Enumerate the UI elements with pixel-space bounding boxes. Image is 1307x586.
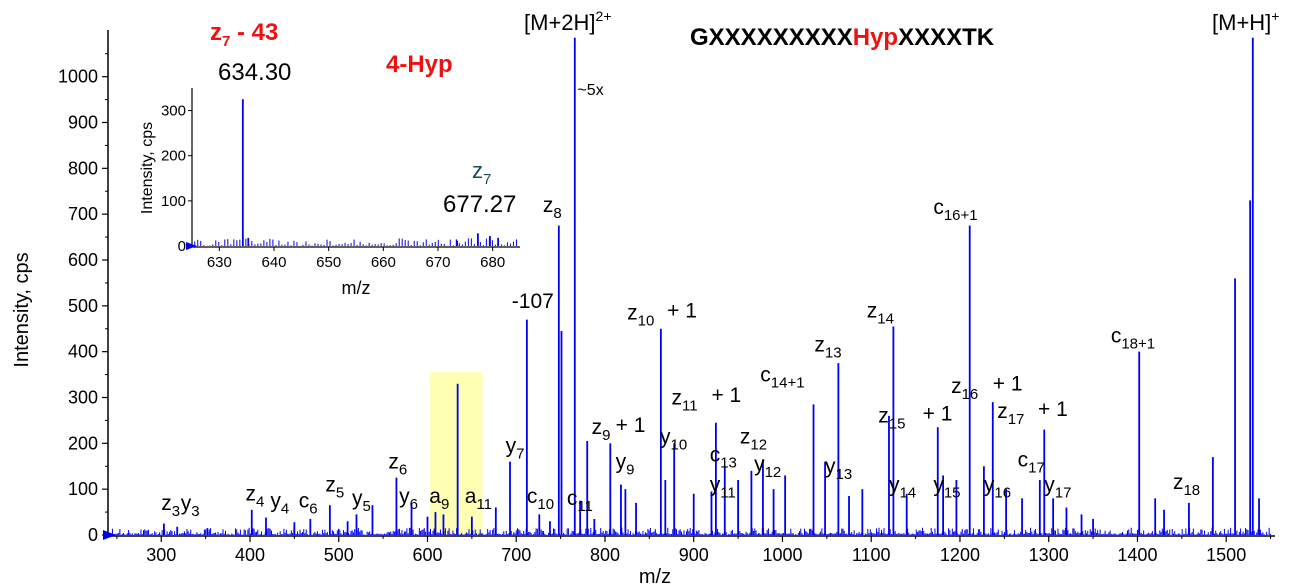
m2h-label: [M+2H]2+ bbox=[524, 8, 612, 35]
ion-annotation: y10 bbox=[660, 425, 687, 453]
ion-annotation: + 1 bbox=[1038, 398, 1068, 421]
ion-annotation: y15 bbox=[933, 473, 960, 501]
inset-x-tick-label: 630 bbox=[207, 254, 232, 271]
x-tick-label: 400 bbox=[235, 545, 265, 565]
inset-x-tick-label: 680 bbox=[480, 254, 505, 271]
y-tick-label: 0 bbox=[88, 525, 98, 545]
ion-annotation: c11 bbox=[567, 487, 593, 515]
ion-annotation: + 1 bbox=[667, 299, 697, 322]
x-tick-label: 1400 bbox=[1117, 545, 1157, 565]
ion-annotation: z11 bbox=[672, 386, 698, 414]
x-tick-label: 1500 bbox=[1206, 545, 1246, 565]
ion-annotation: y4 bbox=[270, 490, 289, 518]
mh-label: [M+H]+ bbox=[1212, 8, 1279, 35]
inset-y-tick-label: 0 bbox=[178, 238, 186, 255]
inset-spectrum: 0 100 200 300 630 640 650 660 670 680 m/z Intensity… bbox=[139, 88, 520, 298]
inset-y-tick-label: 200 bbox=[161, 148, 186, 165]
ion-annotation: c10 bbox=[527, 485, 554, 513]
x-tick-label: 1200 bbox=[940, 545, 980, 565]
ion-annotation: y13 bbox=[825, 455, 852, 483]
ion-annotation: y7 bbox=[506, 435, 525, 463]
ion-annotation: + 1 bbox=[923, 402, 953, 425]
ion-annotation: y3 bbox=[181, 492, 200, 520]
inset-baseline-marker-icon bbox=[186, 242, 197, 250]
y-tick-label: 600 bbox=[68, 250, 98, 270]
ion-annotation: a9 bbox=[429, 485, 449, 513]
inset-x-axis-title: m/z bbox=[342, 278, 371, 298]
y-tick-label: 500 bbox=[68, 296, 98, 316]
inset-y-axis-title: Intensity, cps bbox=[139, 122, 156, 214]
x-tick-label: 800 bbox=[590, 545, 620, 565]
inset-x-tick-label: 640 bbox=[261, 254, 286, 271]
ion-annotation: y11 bbox=[710, 473, 736, 501]
ion-annotation: c14+1 bbox=[760, 363, 804, 391]
ion-annotation: z18 bbox=[1173, 471, 1200, 499]
inset-x-tick-label: 670 bbox=[425, 254, 450, 271]
ion-annotation: z13 bbox=[814, 334, 841, 362]
ion-annotation: z12 bbox=[740, 425, 767, 453]
z7-minus-43-label: z7 - 43 bbox=[210, 19, 278, 50]
ion-annotation: z3 bbox=[161, 492, 180, 520]
ion-annotation: y16 bbox=[984, 473, 1011, 501]
x-tick-label: 700 bbox=[501, 545, 531, 565]
ion-annotation: z15 bbox=[878, 405, 905, 433]
z7-label: z7 bbox=[472, 158, 491, 188]
inset-x-tick-label: 650 bbox=[316, 254, 341, 271]
x-tick-label: 1000 bbox=[762, 545, 802, 565]
x-tick-label: 1100 bbox=[852, 545, 891, 565]
ion-annotation: c13 bbox=[710, 444, 737, 472]
baseline-marker-icon bbox=[103, 530, 116, 540]
ion-annotation: -107 bbox=[512, 290, 554, 313]
ion-annotation: ~5x bbox=[577, 82, 603, 99]
x-tick-label: 600 bbox=[412, 545, 442, 565]
y-tick-label: 800 bbox=[68, 158, 98, 178]
highlight-region bbox=[430, 372, 483, 535]
mz-634-label: 634.30 bbox=[218, 59, 291, 86]
ion-annotation: c18+1 bbox=[1111, 325, 1155, 353]
ion-annotation: a11 bbox=[465, 485, 492, 513]
ion-annotation: z4 bbox=[246, 483, 265, 511]
ion-annotation: z16 bbox=[951, 375, 978, 403]
ion-annotation: y5 bbox=[352, 487, 371, 515]
ion-annotation: + 1 bbox=[711, 384, 741, 407]
ion-annotation: y17 bbox=[1044, 473, 1071, 501]
mz-677-label: 677.27 bbox=[443, 191, 516, 218]
y-tick-label: 400 bbox=[68, 342, 98, 362]
y-tick-label: 1000 bbox=[58, 67, 98, 87]
y-tick-label: 700 bbox=[68, 204, 98, 224]
x-tick-label: 300 bbox=[146, 545, 176, 565]
inset-y-tick-label: 100 bbox=[161, 193, 186, 210]
ion-annotation: z9 bbox=[592, 416, 611, 444]
y-tick-label: 100 bbox=[68, 479, 98, 499]
x-tick-label: 1300 bbox=[1029, 545, 1069, 565]
ion-annotation: z10 bbox=[627, 302, 654, 330]
ion-annotation: y14 bbox=[889, 473, 916, 501]
ion-annotation: + 1 bbox=[993, 373, 1023, 396]
ion-annotation: c16+1 bbox=[933, 196, 977, 224]
ion-annotation: z14 bbox=[867, 299, 894, 327]
peptide-sequence: GXXXXXXXXXHypXXXXTK bbox=[690, 24, 995, 51]
ion-annotation: y12 bbox=[754, 453, 781, 481]
x-tick-label: 500 bbox=[324, 545, 354, 565]
x-axis-title: m/z bbox=[639, 566, 671, 586]
ion-annotation: c6 bbox=[299, 490, 318, 518]
inset-y-tick-label: 300 bbox=[161, 103, 186, 120]
hyp-label: 4-Hyp bbox=[386, 51, 453, 78]
ion-annotation: z17 bbox=[997, 400, 1024, 428]
ion-annotation: y6 bbox=[399, 485, 418, 513]
y-tick-label: 900 bbox=[68, 113, 98, 133]
y-axis-title: Intensity, cps bbox=[11, 252, 33, 367]
ion-annotation: + 1 bbox=[616, 414, 646, 437]
ion-annotation: z5 bbox=[325, 473, 344, 501]
ion-annotation: z8 bbox=[543, 194, 562, 222]
y-tick-label: 200 bbox=[68, 433, 98, 453]
y-tick-label: 300 bbox=[68, 388, 98, 408]
ion-annotation: c17 bbox=[1018, 448, 1045, 476]
ion-annotation: y9 bbox=[616, 451, 635, 479]
inset-x-tick-label: 660 bbox=[371, 254, 396, 271]
ion-annotation: z6 bbox=[388, 451, 407, 479]
x-tick-label: 900 bbox=[679, 545, 709, 565]
